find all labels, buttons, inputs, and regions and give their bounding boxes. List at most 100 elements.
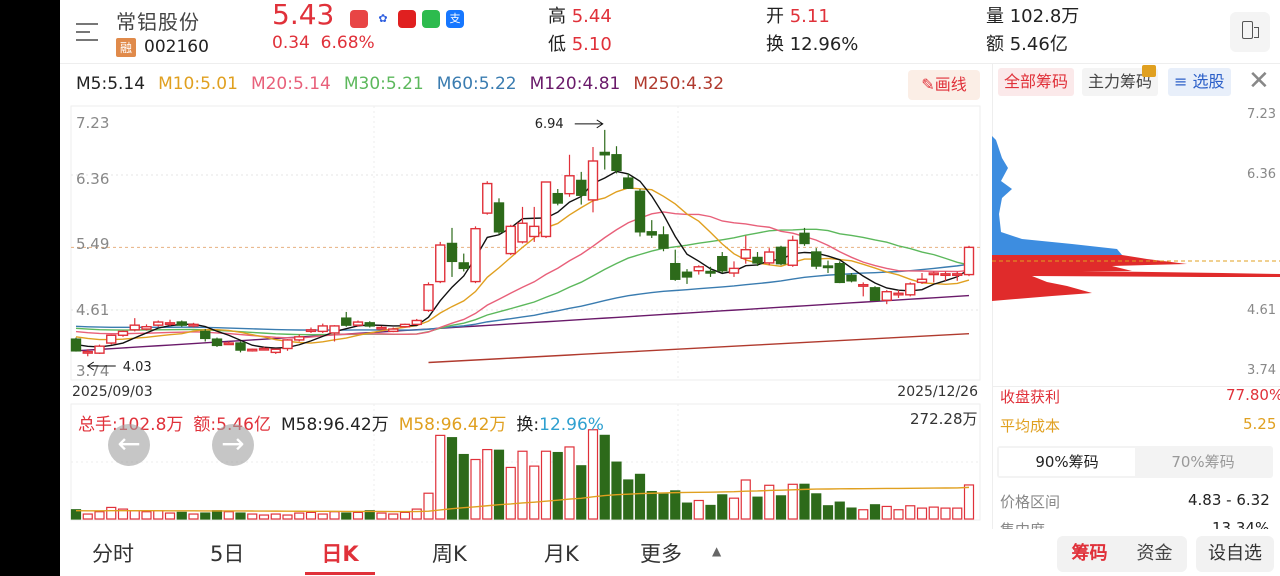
candle-body xyxy=(623,177,634,189)
candle-body xyxy=(352,321,364,326)
tab-period-2[interactable]: 日K xyxy=(305,538,375,575)
tab-period-4[interactable]: 月K xyxy=(544,542,579,566)
candle-body xyxy=(458,262,469,270)
change-value: 0.34 xyxy=(272,33,310,53)
calendar-icon[interactable] xyxy=(350,10,368,28)
tab-period-3[interactable]: 周K xyxy=(432,542,467,566)
volume-bar xyxy=(423,492,434,520)
ma-legend-item: M20:5.14 xyxy=(250,74,331,94)
candle-body xyxy=(317,325,328,333)
candle-body xyxy=(235,342,246,351)
change-pct: 6.68% xyxy=(320,33,375,53)
range-value: 4.83 - 6.32 xyxy=(1188,491,1270,509)
candle-body xyxy=(423,283,434,312)
volume-bar xyxy=(658,493,669,520)
ma120-line xyxy=(75,294,970,352)
volume-bar xyxy=(470,458,481,520)
chips-button[interactable]: 筹码 xyxy=(1071,543,1108,564)
y-tick-label: 5.49 xyxy=(76,235,109,253)
candle-body xyxy=(270,348,281,354)
volume-bar xyxy=(916,507,928,520)
tab-90-chips[interactable]: 90%筹码 xyxy=(999,448,1135,476)
device-switch-icon[interactable] xyxy=(1230,12,1270,52)
candle-body xyxy=(176,321,187,326)
alipay-icon[interactable]: 支 xyxy=(446,10,464,28)
volume-bar xyxy=(305,511,317,520)
quote-label: 高 xyxy=(548,6,566,27)
quote-label: 量 xyxy=(986,6,1004,27)
ma60-line xyxy=(75,263,970,331)
candle-body xyxy=(540,181,552,238)
volume-bar xyxy=(834,501,845,520)
volume-bar xyxy=(963,484,975,520)
y-tick-label: 7.23 xyxy=(76,114,109,132)
more-arrow-icon[interactable]: ▲ xyxy=(712,544,722,558)
menu-icon[interactable] xyxy=(76,20,102,42)
volume-bar xyxy=(211,510,223,520)
volume-bar xyxy=(235,512,246,520)
stock-detail-screen: 常铝股份 ✿ 支 融 002160 5.43 0.34 6.68% 高 5.44… xyxy=(60,0,1280,576)
quote-label: 开 xyxy=(766,6,784,27)
x-label-start: 2025/09/03 xyxy=(72,384,153,400)
volume-bar xyxy=(952,507,963,520)
volume-bar xyxy=(70,509,82,520)
volume-bar xyxy=(82,513,93,520)
volume-bar xyxy=(517,450,528,520)
ma-legend-item: M10:5.01 xyxy=(158,74,238,94)
candle-body xyxy=(846,274,857,282)
tab-main-chips[interactable]: 主力筹码 xyxy=(1082,65,1159,96)
candle-body xyxy=(940,273,951,277)
candle-body xyxy=(740,248,751,259)
candle-body xyxy=(858,283,869,287)
scroll-right-button[interactable]: → xyxy=(212,424,254,466)
volume-bar xyxy=(893,509,904,520)
volume-bar xyxy=(705,504,716,520)
candle-body xyxy=(505,225,516,255)
volume-bar xyxy=(247,513,258,520)
baidu-icon[interactable]: ✿ xyxy=(374,10,392,28)
volume-bar xyxy=(576,465,587,520)
volume-bar xyxy=(775,495,787,520)
candle-body xyxy=(470,227,481,283)
volume-bar xyxy=(164,512,176,520)
funds-button[interactable]: 资金 xyxy=(1136,543,1173,564)
scroll-left-button[interactable]: ← xyxy=(108,424,150,466)
quote-label: 低 xyxy=(548,34,566,55)
volume-bar xyxy=(846,507,857,520)
kline-chart[interactable]: 7.23 6.36 5.49 4.61 3.74 2025/09/03 2025/12/26… xyxy=(60,0,995,576)
volume-bar xyxy=(282,514,293,520)
add-watchlist-button[interactable]: 设自选 xyxy=(1196,536,1274,572)
volume-bar xyxy=(552,451,563,520)
price-frame xyxy=(70,105,981,381)
tab-all-chips[interactable]: 全部筹码 xyxy=(998,68,1075,96)
chip-y-tick: 3.74 xyxy=(1247,363,1276,378)
candle-body xyxy=(799,232,810,245)
volume-bar xyxy=(787,483,798,520)
stock-name: 常铝股份 xyxy=(116,10,200,34)
tab-period-1[interactable]: 5日 xyxy=(210,542,245,566)
candle-body xyxy=(564,175,575,195)
tab-period-0[interactable]: 分时 xyxy=(92,542,134,566)
volume-bar xyxy=(411,508,422,520)
chip-percent-toggle: 90%筹码 70%筹码 xyxy=(997,446,1273,478)
candle-body xyxy=(258,347,270,351)
tab-70-chips[interactable]: 70%筹码 xyxy=(1171,453,1235,471)
candle-body xyxy=(376,326,387,330)
volume-bar xyxy=(646,490,657,520)
wechat-icon[interactable] xyxy=(422,10,440,28)
candle-body xyxy=(388,328,399,333)
weibo-icon[interactable] xyxy=(398,10,416,28)
volume-bar xyxy=(141,511,152,520)
candle-body xyxy=(646,231,657,236)
volume-legend: 总手:102.8万 额:5.46亿 M58:96.42万 M58:96.42万 … xyxy=(78,410,604,435)
turnover-label: 换: xyxy=(516,415,540,435)
margin-badge: 融 xyxy=(116,38,137,57)
volume-bar xyxy=(681,502,693,520)
close-icon[interactable]: ✕ xyxy=(1248,66,1270,96)
stock-picker-button[interactable]: ≡ 选股 xyxy=(1168,68,1231,96)
tab-period-5[interactable]: 更多 xyxy=(640,542,682,566)
candle-body xyxy=(634,190,646,233)
current-price: 5.43 xyxy=(272,0,335,31)
draw-line-button[interactable]: ✎画线 xyxy=(908,70,980,100)
candle-body xyxy=(611,154,622,172)
